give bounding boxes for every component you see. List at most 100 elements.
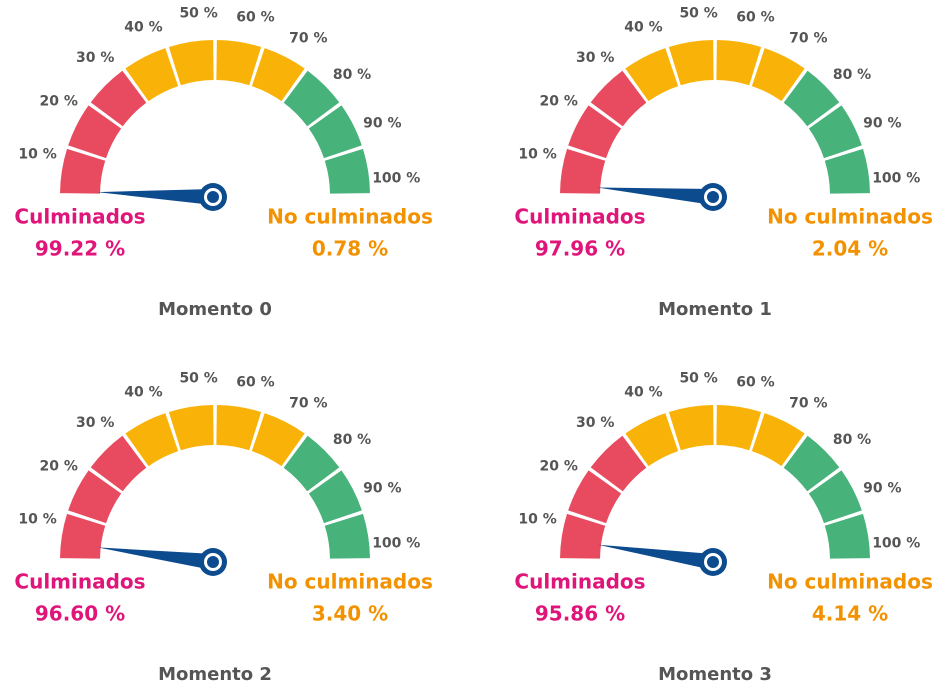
tick-label: 40 % <box>124 20 162 36</box>
gauge-segment <box>324 513 370 559</box>
series-value: 96.60 % <box>35 602 125 626</box>
series-value: 97.96 % <box>535 237 625 261</box>
gauge-segment <box>590 435 647 492</box>
tick-label: 80 % <box>333 432 371 448</box>
gauge-segment <box>808 470 862 524</box>
needle-hub-core <box>707 556 719 568</box>
gauge-segment <box>283 70 340 127</box>
tick-label: 100 % <box>872 536 920 552</box>
tick-label: 60 % <box>236 375 274 391</box>
tick-label: 50 % <box>179 6 217 22</box>
needle-hub-core <box>207 191 219 203</box>
tick-label: 60 % <box>736 10 774 26</box>
gauge-segment <box>783 435 840 492</box>
needle <box>97 189 214 205</box>
tick-label: 40 % <box>624 20 662 36</box>
series-name: No culminados <box>767 570 933 594</box>
tick-label: 30 % <box>76 50 114 66</box>
tick-label: 10 % <box>18 512 56 528</box>
needle-hub-core <box>207 556 219 568</box>
series-value: 0.78 % <box>312 237 388 261</box>
tick-label: 80 % <box>833 432 871 448</box>
tick-label: 20 % <box>540 459 578 475</box>
tick-label: 30 % <box>76 415 114 431</box>
needle <box>97 547 214 570</box>
series-name: Culminados <box>514 570 645 594</box>
tick-label: 40 % <box>624 385 662 401</box>
gauge-panel: 10 % 20 % 30 % 40 % 50 % 60 % 70 % 80 % 90 % 100 … <box>514 6 932 320</box>
gauge-segment <box>308 470 362 524</box>
gauge-title: Momento 2 <box>158 664 272 685</box>
series-value: 99.22 % <box>35 237 125 261</box>
gauge-segment <box>125 48 179 102</box>
gauge-segment <box>216 405 262 451</box>
tick-label: 10 % <box>518 147 556 163</box>
gauge-segment <box>90 435 147 492</box>
tick-label: 50 % <box>679 6 717 22</box>
gauge-segment <box>324 148 370 194</box>
series-value: 2.04 % <box>812 237 888 261</box>
tick-label: 20 % <box>540 94 578 110</box>
tick-label: 90 % <box>363 115 401 131</box>
tick-label: 80 % <box>333 67 371 83</box>
series-value: 3.40 % <box>312 602 388 626</box>
series-name: Culminados <box>14 570 145 594</box>
tick-label: 60 % <box>736 375 774 391</box>
tick-label: 70 % <box>289 31 327 47</box>
gauge-segment <box>308 105 362 159</box>
tick-label: 100 % <box>372 171 420 187</box>
gauge-segment <box>560 148 606 194</box>
gauge-segment <box>251 413 305 467</box>
gauge-title: Momento 0 <box>158 299 272 320</box>
gauge-segment <box>824 148 870 194</box>
series-name: Culminados <box>514 205 645 229</box>
tick-label: 10 % <box>18 147 56 163</box>
gauge-panel: 10 % 20 % 30 % 40 % 50 % 60 % 70 % 80 % 90 % 100 … <box>14 371 432 685</box>
series-value: 95.86 % <box>535 602 625 626</box>
tick-label: 90 % <box>363 480 401 496</box>
tick-label: 100 % <box>372 536 420 552</box>
gauge-segment <box>751 48 805 102</box>
needle <box>597 187 714 205</box>
series-name: No culminados <box>767 205 933 229</box>
gauge-segment <box>68 470 122 524</box>
gauge-segment <box>60 513 106 559</box>
gauge-segment <box>824 513 870 559</box>
gauge-segment <box>60 148 106 194</box>
gauge-segment <box>68 105 122 159</box>
series-name: No culminados <box>267 205 433 229</box>
tick-label: 70 % <box>789 396 827 412</box>
tick-label: 70 % <box>289 396 327 412</box>
needle <box>597 544 715 570</box>
tick-label: 40 % <box>124 385 162 401</box>
series-value: 4.14 % <box>812 602 888 626</box>
gauge-segment <box>125 413 179 467</box>
tick-label: 70 % <box>789 31 827 47</box>
gauge-segment <box>560 513 606 559</box>
tick-label: 90 % <box>863 115 901 131</box>
tick-label: 30 % <box>576 415 614 431</box>
gauge-segment <box>168 40 214 86</box>
gauge-segment <box>716 405 762 451</box>
tick-label: 30 % <box>576 50 614 66</box>
gauge-segment <box>568 105 622 159</box>
tick-label: 90 % <box>863 480 901 496</box>
series-name: Culminados <box>14 205 145 229</box>
gauge-panel: 10 % 20 % 30 % 40 % 50 % 60 % 70 % 80 % 90 % 100 … <box>14 6 432 320</box>
gauge-segment <box>625 48 679 102</box>
gauge-segment <box>808 105 862 159</box>
gauge-segment <box>716 40 762 86</box>
tick-label: 50 % <box>679 371 717 387</box>
gauge-title: Momento 1 <box>658 299 772 320</box>
tick-label: 10 % <box>518 512 556 528</box>
tick-label: 50 % <box>179 371 217 387</box>
gauge-segment <box>751 413 805 467</box>
tick-label: 20 % <box>40 94 78 110</box>
gauge-segment <box>283 435 340 492</box>
gauge-segment <box>90 70 147 127</box>
gauge-segment <box>568 470 622 524</box>
gauge-segment <box>251 48 305 102</box>
series-name: No culminados <box>267 570 433 594</box>
gauge-panel: 10 % 20 % 30 % 40 % 50 % 60 % 70 % 80 % 90 % 100 … <box>514 371 932 685</box>
